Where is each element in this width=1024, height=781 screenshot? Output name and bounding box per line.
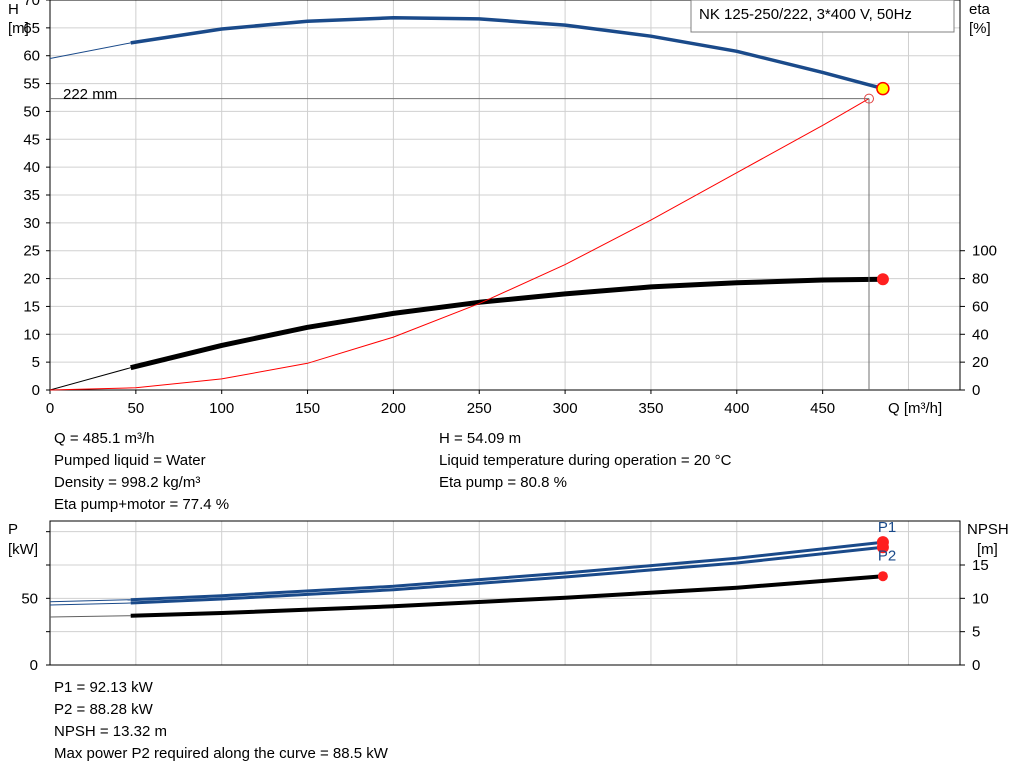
p1-series-label: P1: [878, 519, 896, 536]
bottom-npsh-axis-title: NPSH: [967, 521, 1009, 538]
top-y-axis-title: H: [8, 1, 19, 18]
title-box: [690, 0, 955, 33]
top-y-tick-label: 25: [23, 243, 40, 260]
top-eta-axis-title: eta: [969, 1, 991, 18]
top-chart-series: [49, 16, 890, 391]
top-y-tick-label: 15: [23, 298, 40, 315]
info-p1: P1 = 92.13 kW: [54, 679, 153, 696]
top-eta-tick-label: 0: [972, 382, 980, 399]
npsh-point-marker: [877, 571, 888, 582]
top-x-tick-label: 150: [295, 400, 320, 417]
bottom-y-axis-title: P: [8, 521, 18, 538]
info-temperature: Liquid temperature during operation = 20…: [439, 452, 732, 469]
info-head: H = 54.09 m: [439, 430, 522, 447]
top-chart-grid: [49, 0, 961, 391]
top-y-tick-label: 40: [23, 159, 40, 176]
bottom-npsh-tick-label: 10: [972, 590, 989, 607]
bottom-npsh-tick-label: 0: [972, 657, 980, 674]
bottom-curve-extension: [49, 615, 131, 618]
p2-curve: [130, 545, 884, 605]
eta-point-marker: [876, 273, 889, 286]
top-y-tick-label: 0: [32, 382, 40, 399]
top-eta-tick-label: 60: [972, 298, 989, 315]
top-x-tick-label: 400: [724, 400, 749, 417]
top-eta-tick-label: 20: [972, 354, 989, 371]
top-x-axis-title: Q [m³/h]: [888, 400, 942, 417]
head-curve-extension: [49, 42, 131, 59]
bottom-npsh-axis-unit: [m]: [977, 541, 998, 558]
top-eta-tick-label: 100: [972, 243, 997, 260]
system-point-marker: [864, 93, 874, 104]
top-x-tick-label: 0: [46, 400, 54, 417]
top-y-tick-label: 55: [23, 76, 40, 93]
top-x-tick-label: 350: [638, 400, 663, 417]
top-y-axis-unit: [m]: [8, 20, 29, 37]
info-top-left: Q = 485.1 m³/h Pumped liquid = Water Den…: [54, 428, 229, 516]
top-y-tick-label: 50: [23, 103, 40, 120]
info-eta-pump: Eta pump = 80.8 %: [439, 474, 567, 491]
info-flow: Q = 485.1 m³/h: [54, 430, 155, 447]
top-y-tick-label: 10: [23, 326, 40, 343]
bottom-npsh-tick-label: 5: [972, 624, 980, 641]
top-x-tick-label: 100: [209, 400, 234, 417]
info-top-right: H = 54.09 m Liquid temperature during op…: [439, 428, 731, 494]
info-max-power: Max power P2 required along the curve = …: [54, 745, 388, 762]
info-p2: P2 = 88.28 kW: [54, 701, 153, 718]
impeller-diameter-label: 222 mm: [63, 86, 117, 103]
top-y-tick-label: 20: [23, 271, 40, 288]
bottom-chart-series: [49, 536, 889, 618]
top-y-tick-label: 45: [23, 131, 40, 148]
top-y-tick-label: 60: [23, 48, 40, 65]
head-curve: [130, 16, 884, 91]
bottom-chart-grid: [49, 520, 961, 666]
top-x-tick-label: 50: [128, 400, 145, 417]
info-liquid: Pumped liquid = Water: [54, 452, 206, 469]
bottom-y-axis-unit: [kW]: [8, 541, 38, 558]
bottom-curve-extension: [49, 602, 131, 606]
eta-curve: [130, 276, 883, 371]
npsh-curve: [130, 574, 884, 618]
top-y-tick-label: 70: [23, 0, 40, 9]
top-y-tick-label: 35: [23, 187, 40, 204]
p1-curve: [130, 540, 884, 602]
eta-curve-extension: [49, 367, 131, 391]
chart-title: NK 125-250/222, 3*400 V, 50Hz: [699, 6, 912, 23]
top-y-tick-label: 30: [23, 215, 40, 232]
top-eta-tick-label: 40: [972, 326, 989, 343]
top-x-tick-label: 200: [381, 400, 406, 417]
bottom-y-tick-label: 0: [30, 657, 38, 674]
top-x-tick-label: 250: [467, 400, 492, 417]
info-npsh: NPSH = 13.32 m: [54, 723, 167, 740]
top-y-tick-label: 65: [23, 20, 40, 37]
top-x-tick-label: 300: [553, 400, 578, 417]
top-chart-ticks: 0 50 100 150 200 250 300 350 400 4500510152025303…: [23, 0, 997, 417]
bottom-y-tick-label: 50: [21, 590, 38, 607]
info-eta-pump-motor: Eta pump+motor = 77.4 %: [54, 496, 230, 513]
top-x-tick-label: 450: [810, 400, 835, 417]
top-chart-labels: 222 mm H [m] eta [%] Q [m³/h] NK 125-250/222, …: [8, 0, 991, 417]
p2-series-label: P2: [878, 547, 896, 564]
eta-curve-highlight: [130, 282, 883, 372]
top-eta-tick-label: 80: [972, 271, 989, 288]
bottom-chart-labels: P1 P2 P [kW] NPSH [m]: [8, 519, 1009, 564]
info-bottom: P1 = 92.13 kW P2 = 88.28 kW NPSH = 13.32…: [54, 677, 388, 765]
p2-point-marker: [876, 541, 889, 554]
info-density: Density = 998.2 kg/m³: [54, 474, 201, 491]
system-curve: [49, 98, 870, 391]
top-eta-axis-unit: [%]: [969, 20, 991, 37]
operating-point-marker: [876, 81, 890, 96]
top-y-tick-label: 5: [32, 354, 40, 371]
bottom-chart-ticks: 0 50 0 5 10 15: [21, 531, 989, 674]
bottom-frame: [49, 520, 961, 666]
bottom-curve-extension: [49, 599, 131, 603]
bottom-npsh-tick-label: 15: [972, 557, 989, 574]
